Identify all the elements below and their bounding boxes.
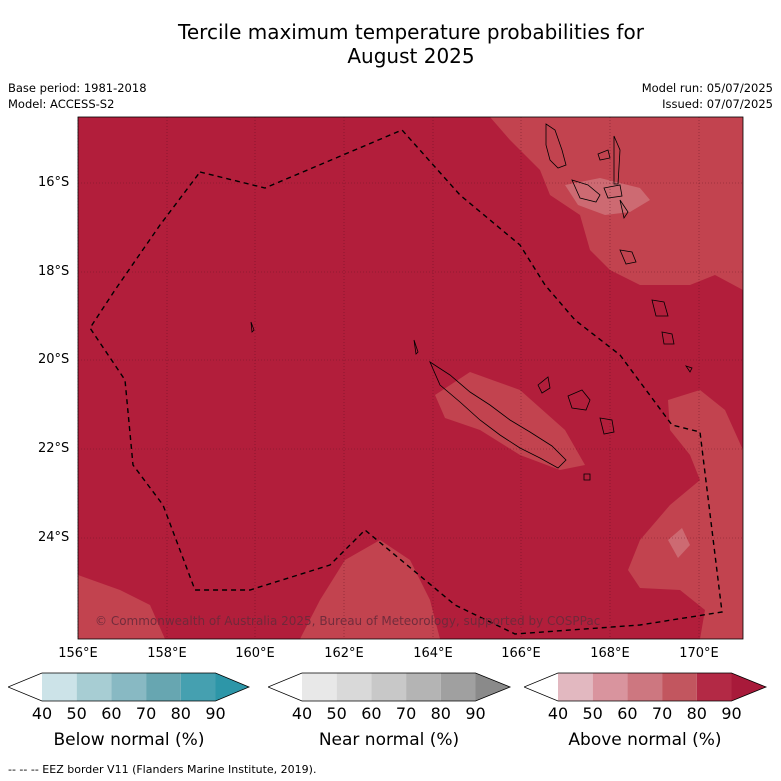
cbar-near-tick: 40 bbox=[291, 704, 313, 723]
colorbar-above-normal bbox=[524, 672, 768, 702]
title-line-1: Tercile maximum temperature probabilitie… bbox=[178, 20, 644, 44]
cbar-below-seg-1 bbox=[42, 673, 77, 701]
cbar-near-seg-4 bbox=[406, 673, 441, 701]
island-malekula bbox=[571, 179, 601, 203]
patch-east bbox=[628, 390, 743, 639]
lon-label-156e: 156°E bbox=[58, 646, 98, 661]
island-lifou bbox=[567, 389, 591, 411]
cbar-near-tick: 70 bbox=[395, 704, 417, 723]
cbar-above-tick: 90 bbox=[721, 704, 742, 723]
cbar-above-seg-5 bbox=[696, 673, 732, 701]
island-mare bbox=[599, 417, 615, 435]
eez-border bbox=[89, 129, 723, 635]
cbar-above-tick: 70 bbox=[651, 704, 673, 723]
eez-legend-footer: -- -- -- EEZ border V11 (Flanders Marine… bbox=[8, 763, 317, 776]
cbar-above-tick: 40 bbox=[547, 704, 569, 723]
cbar-below-tick: 70 bbox=[135, 704, 157, 723]
cbar-above-seg-4 bbox=[662, 673, 697, 701]
lon-label-158e: 158°E bbox=[147, 646, 187, 661]
island-aneityum bbox=[685, 365, 693, 373]
cbar-below-tick: 60 bbox=[101, 704, 122, 723]
cbar-above-tick: 80 bbox=[686, 704, 707, 723]
cbar-near-arrow-right bbox=[475, 673, 510, 701]
island-epi bbox=[619, 199, 629, 220]
base-period: Base period: 1981-2018 bbox=[8, 81, 147, 95]
issued-date: Issued: 07/07/2025 bbox=[662, 97, 773, 111]
cbar-near-tick: 50 bbox=[326, 704, 347, 723]
cbar-near-seg-5 bbox=[440, 673, 476, 701]
cbar-above-arrow-right bbox=[731, 673, 766, 701]
cbar-below-seg-4 bbox=[146, 673, 181, 701]
lon-label-160e: 160°E bbox=[235, 646, 275, 661]
island-maewo bbox=[597, 149, 611, 161]
island-pines bbox=[583, 473, 591, 481]
new-caledonia-coast bbox=[429, 360, 567, 469]
cbar-below-label: Below normal (%) bbox=[53, 730, 205, 750]
meta-left: Base period: 1981-2018 Model: ACCESS-S2 bbox=[8, 80, 147, 112]
cbar-above-label: Above normal (%) bbox=[568, 730, 722, 750]
cbar-below-arrow-right bbox=[215, 673, 249, 701]
model-name: Model: ACCESS-S2 bbox=[8, 97, 115, 111]
cbar-below-tick: 80 bbox=[170, 704, 191, 723]
cbar-near-seg-3 bbox=[371, 673, 407, 701]
island-efate bbox=[619, 249, 637, 265]
patch-southwest bbox=[78, 575, 165, 639]
patch-new-caledonia bbox=[435, 372, 585, 470]
lon-label-164e: 164°E bbox=[413, 646, 453, 661]
cbar-near-tick: 80 bbox=[430, 704, 451, 723]
cbar-below-seg-5 bbox=[180, 673, 216, 701]
lon-label-166e: 166°E bbox=[501, 646, 541, 661]
cbar-near-tick: 90 bbox=[465, 704, 486, 723]
cbar-below-seg-3 bbox=[111, 673, 147, 701]
cbar-near-label: Near normal (%) bbox=[318, 730, 460, 750]
cbar-near-tick: 60 bbox=[361, 704, 382, 723]
island-espiritu-santo bbox=[545, 123, 567, 169]
model-run: Model run: 05/07/2025 bbox=[641, 81, 773, 95]
island-erromango bbox=[651, 299, 669, 317]
title-line-2: August 2025 bbox=[347, 44, 475, 68]
cbar-above-tick: 60 bbox=[617, 704, 638, 723]
colorbar-near-normal bbox=[268, 672, 512, 702]
map-title: Tercile maximum temperature probabilitie… bbox=[0, 20, 781, 68]
cbar-below-seg-2 bbox=[76, 673, 112, 701]
lat-label-18s: 18°S bbox=[38, 264, 70, 279]
lon-label-170e: 170°E bbox=[679, 646, 719, 661]
lon-label-162e: 162°E bbox=[324, 646, 364, 661]
lon-label-168e: 168°E bbox=[590, 646, 630, 661]
cbar-above-tick: 50 bbox=[582, 704, 603, 723]
lat-label-24s: 24°S bbox=[38, 530, 70, 545]
island-ambrym bbox=[603, 184, 623, 199]
island-pentecost bbox=[613, 135, 621, 185]
island-belep bbox=[413, 339, 419, 355]
lat-label-16s: 16°S bbox=[38, 175, 70, 190]
cbar-below-tick: 90 bbox=[205, 704, 226, 723]
gridlines bbox=[77, 117, 743, 639]
meta-right: Model run: 05/07/2025 Issued: 07/07/2025 bbox=[642, 80, 773, 112]
cbar-below-tick: 50 bbox=[66, 704, 87, 723]
cbar-below-arrow-left bbox=[8, 673, 42, 701]
colorbar-below-normal bbox=[8, 672, 250, 702]
patch-east-inner bbox=[668, 528, 690, 558]
cbar-above-seg-3 bbox=[627, 673, 663, 701]
cbar-near-seg-1 bbox=[302, 673, 337, 701]
cbar-below-tick: 40 bbox=[31, 704, 53, 723]
lat-label-20s: 20°S bbox=[38, 352, 70, 367]
map-frame bbox=[77, 116, 744, 640]
cbar-above-arrow-left bbox=[524, 673, 558, 701]
island-ouvea bbox=[537, 376, 551, 394]
patch-south bbox=[300, 540, 440, 639]
cbar-above-seg-2 bbox=[592, 673, 628, 701]
cbar-above-seg-1 bbox=[558, 673, 593, 701]
island-tanna bbox=[661, 331, 675, 345]
copyright-credit: © Commonwealth of Australia 2025, Bureau… bbox=[95, 614, 601, 628]
lat-label-22s: 22°S bbox=[38, 441, 70, 456]
island-chesterfield bbox=[250, 321, 255, 333]
cbar-near-seg-2 bbox=[336, 673, 372, 701]
cbar-near-arrow-left bbox=[268, 673, 302, 701]
